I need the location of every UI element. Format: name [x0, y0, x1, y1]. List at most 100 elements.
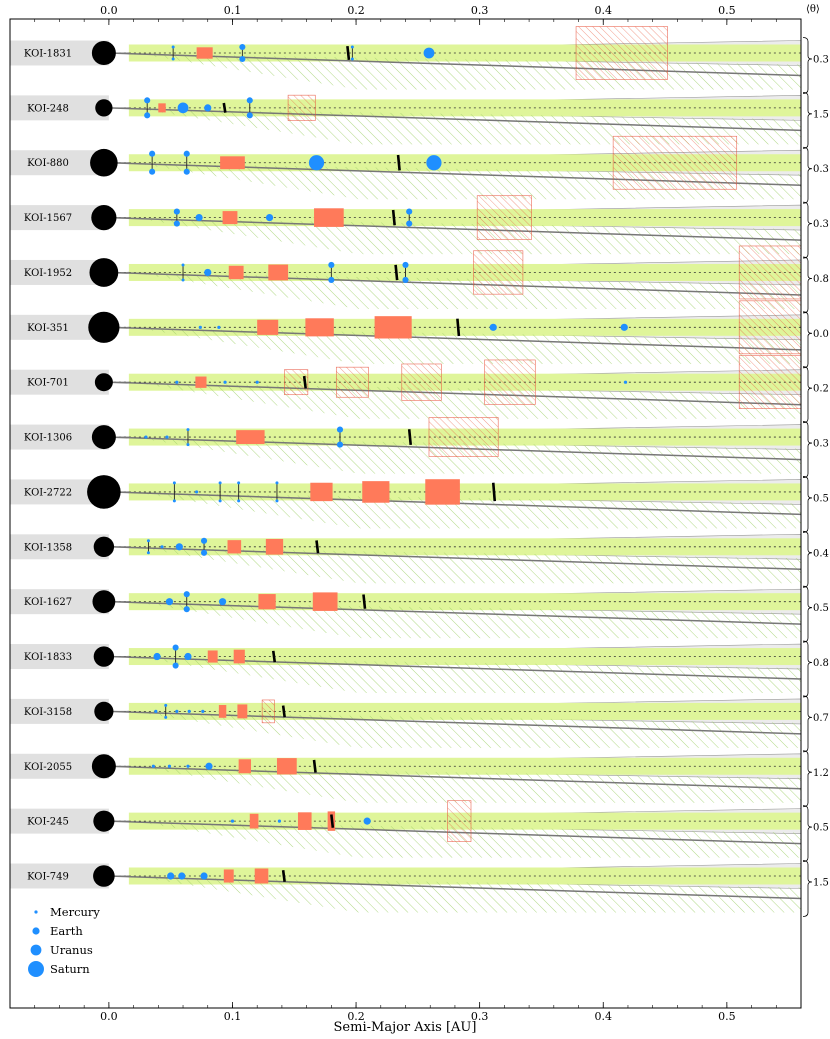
gap-region [257, 319, 279, 335]
planet-marker [181, 263, 185, 267]
system-label: KOI-1567 [24, 213, 72, 224]
theta-brace [802, 146, 813, 204]
label-band [10, 369, 109, 395]
planet-marker [173, 220, 180, 227]
planet-marker [149, 168, 156, 175]
hz-hatched-region [138, 877, 801, 913]
planet-marker [183, 168, 190, 175]
planet-marker [175, 543, 183, 551]
inclination-line [108, 765, 802, 790]
theta-value: 0.3 [813, 219, 829, 230]
planet-marker [160, 545, 164, 549]
planet-marker [237, 481, 241, 485]
theta-value: 1.5 [813, 878, 829, 889]
planet-marker [620, 323, 628, 331]
star-marker [93, 536, 115, 557]
theta-brace [802, 37, 813, 94]
planet-marker [423, 47, 435, 59]
planet-marker [146, 551, 150, 555]
planet-marker [237, 499, 241, 503]
star-marker [93, 810, 115, 832]
hatched-gap-region [575, 26, 668, 80]
gap-region [254, 868, 269, 884]
inclination-line [108, 271, 802, 296]
gap-region [312, 592, 338, 611]
theta-brace [802, 805, 813, 863]
planet-marker [239, 55, 246, 63]
planet-marker [328, 261, 335, 269]
planet-marker [406, 220, 413, 227]
gap-region [195, 376, 207, 388]
theta-brace [802, 201, 813, 259]
star-marker [91, 754, 116, 779]
system-row: KOI-245 0.5 [10, 800, 829, 863]
star-marker [93, 646, 115, 667]
label-band [10, 534, 109, 560]
planet-marker [218, 598, 227, 606]
planet-marker [172, 481, 176, 485]
theta-brace [802, 640, 813, 698]
planet-marker [165, 435, 169, 439]
axis-ticks: 0.0 0.0 0.1 0.1 0.2 0.2 0.3 0.3 0.4 0.4 0.5 0.5 [9, 4, 802, 1023]
x-tick-label-bottom: 0.5 [718, 1010, 736, 1023]
gap-region [310, 482, 333, 502]
planet-marker [175, 380, 179, 384]
star-marker [93, 865, 115, 887]
hatched-gap-region [261, 699, 275, 724]
inclination-line [108, 655, 802, 680]
system-label: KOI-701 [27, 378, 69, 389]
planet-marker [277, 819, 282, 823]
theta-value: 0.3 [813, 55, 829, 66]
gap-region [237, 704, 248, 719]
hatched-gap-region [738, 355, 802, 410]
critical-distance-bar [281, 705, 286, 718]
hz-hatched-region [138, 602, 801, 639]
critical-distance-bar [346, 45, 351, 61]
critical-distance-bar [456, 318, 461, 337]
hz-hatched-region [138, 767, 801, 803]
inclination-line [108, 600, 802, 625]
critical-distance-bar [222, 102, 227, 113]
theta-value: 0.5 [813, 493, 829, 504]
hatched-gap-region [335, 366, 369, 398]
gap-region [249, 813, 259, 829]
planet-marker [350, 57, 354, 61]
critical-distance-bar [491, 482, 497, 502]
planet-marker [489, 323, 497, 331]
gap-region [238, 759, 252, 774]
hatched-gap-region [738, 300, 802, 355]
critical-distance-bar [394, 264, 399, 281]
theta-brace [802, 366, 813, 424]
planet-marker [177, 102, 189, 114]
star-marker [94, 701, 114, 722]
theta-value: 0.2 [813, 384, 829, 395]
legend-marker [34, 910, 38, 914]
gap-region [265, 538, 284, 555]
x-tick-label-top: 0.4 [595, 4, 613, 17]
system-row: KOI-2722 0.5 [10, 475, 829, 533]
planet-marker [217, 325, 221, 329]
gap-region [218, 705, 227, 718]
planet-marker [178, 872, 186, 880]
inclination-line [108, 52, 802, 77]
system-row: KOI-880 0.3 [10, 135, 829, 204]
x-tick-label-top: 0.0 [100, 4, 118, 17]
planet-marker [181, 278, 185, 282]
system-label: KOI-1358 [24, 542, 72, 553]
inclination-line [108, 326, 802, 351]
inclination-line [108, 381, 802, 406]
system-label: KOI-248 [27, 103, 69, 114]
planet-marker [154, 709, 158, 714]
planet-marker [172, 499, 176, 503]
gap-region [196, 47, 213, 59]
critical-distance-bar [330, 814, 335, 828]
x-tick-label-top: 0.3 [471, 4, 489, 17]
theta-value: 0.5 [813, 603, 829, 614]
planet-marker [151, 764, 155, 768]
planet-marker [164, 703, 168, 707]
hz-hatched-region [138, 657, 801, 694]
gap-region [228, 265, 244, 280]
star-marker [94, 373, 113, 392]
planet-marker [402, 276, 409, 284]
planet-marker [239, 43, 246, 51]
